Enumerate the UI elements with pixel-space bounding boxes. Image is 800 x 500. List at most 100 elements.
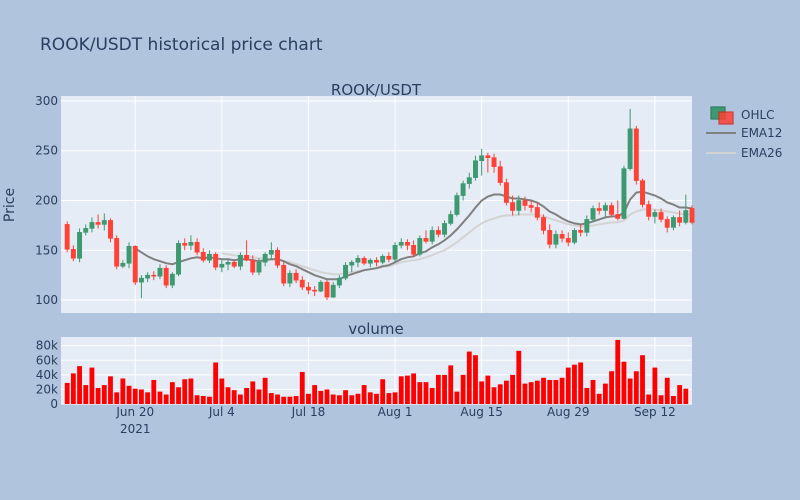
candle-down <box>132 245 138 286</box>
volume-bar <box>497 384 503 404</box>
legend-item-ema12[interactable]: EMA12 <box>706 126 782 140</box>
volume-bar <box>237 394 243 404</box>
volume-bar <box>652 367 658 404</box>
candle-body <box>108 220 113 239</box>
candle-up <box>367 258 373 268</box>
candle-down <box>658 208 664 223</box>
volume-bar <box>70 373 76 404</box>
price-y-tick-label: 150 <box>35 243 58 257</box>
volume-bar <box>627 378 633 404</box>
candle-down <box>293 269 299 284</box>
candle-down <box>677 210 683 227</box>
volume-bar <box>621 361 627 404</box>
candle-body <box>429 230 435 242</box>
candle-body <box>157 267 163 277</box>
candle-body <box>138 277 144 283</box>
volume-bar <box>485 375 491 404</box>
candle-body <box>188 242 194 246</box>
candle-body <box>250 259 256 273</box>
candle-body <box>200 251 206 261</box>
candle-body <box>423 238 429 242</box>
candle-body <box>479 155 485 162</box>
candle-up <box>188 235 194 251</box>
legend-item-ohlc[interactable]: OHLC <box>710 106 775 125</box>
candle-up <box>621 165 627 220</box>
candle-up <box>448 210 454 226</box>
volume-bar <box>318 390 324 404</box>
legend[interactable]: OHLC EMA12 EMA26 <box>706 106 782 160</box>
candle-up <box>101 213 107 231</box>
y-axis-title: Price <box>2 188 18 222</box>
volume-bar <box>596 393 602 404</box>
volume-bar <box>380 379 386 404</box>
volume-bar <box>83 385 89 404</box>
candle-body <box>374 259 379 263</box>
candle-body <box>640 180 645 205</box>
candle-body <box>522 200 528 206</box>
candle-body <box>664 219 670 228</box>
candle-up <box>590 205 596 223</box>
volume-bar <box>435 374 441 404</box>
candle-down <box>182 238 188 251</box>
volume-bar <box>528 382 534 404</box>
volume-bar <box>132 388 138 404</box>
candle-body <box>343 264 349 279</box>
volume-bar <box>108 376 113 404</box>
volume-y-tick-label: 0 <box>50 397 58 411</box>
volume-bar <box>262 377 268 404</box>
volume-bar <box>231 390 237 404</box>
candle-up <box>380 254 386 265</box>
candle-up <box>225 258 231 271</box>
volume-bar <box>479 381 485 404</box>
candle-up <box>454 192 460 217</box>
volume-bar <box>584 387 590 404</box>
ema26-series <box>221 208 692 276</box>
candle-up <box>330 282 336 299</box>
candle-body <box>652 212 658 217</box>
candle-down <box>386 252 392 263</box>
candle-body <box>219 263 225 268</box>
candle-down <box>497 160 503 186</box>
volume-y-tick-label: 80k <box>36 339 58 353</box>
candle-up <box>571 228 577 245</box>
volume-bar <box>299 371 305 404</box>
candle-body <box>460 183 466 196</box>
candle-down <box>275 247 280 269</box>
candle-down <box>689 205 695 225</box>
candle-up <box>584 215 590 237</box>
candle-down <box>231 260 237 269</box>
volume-bar <box>256 389 262 404</box>
legend-item-ema26[interactable]: EMA26 <box>706 146 782 160</box>
candle-body <box>287 272 293 284</box>
candle-up <box>392 242 398 262</box>
candle-down <box>281 262 287 287</box>
legend-label-ema26: EMA26 <box>741 146 782 160</box>
candle-body <box>207 253 212 261</box>
candle-body <box>503 182 509 203</box>
volume-bar <box>114 392 120 404</box>
candle-up <box>627 108 633 171</box>
volume-bar <box>448 365 454 404</box>
volume-bar <box>213 362 219 404</box>
candle-up <box>120 260 126 269</box>
legend-label-ohlc: OHLC <box>741 108 775 122</box>
candle-down <box>213 252 219 271</box>
candle-body <box>163 267 169 286</box>
volume-bar <box>361 385 367 404</box>
candle-body <box>231 261 237 267</box>
candle-down <box>423 230 429 244</box>
candle-up <box>398 238 404 249</box>
candle-body <box>435 230 441 235</box>
candle-body <box>256 261 262 273</box>
candle-body <box>609 205 615 215</box>
candle-body <box>262 253 268 263</box>
volume-bar <box>194 395 200 404</box>
candle-up <box>442 220 448 238</box>
volume-bar <box>101 385 107 404</box>
candle-up <box>145 272 151 283</box>
candle-up <box>466 172 472 189</box>
volume-bar <box>503 380 509 404</box>
candle-body <box>330 284 336 298</box>
candle-up <box>602 202 608 217</box>
candle-body <box>194 242 200 253</box>
